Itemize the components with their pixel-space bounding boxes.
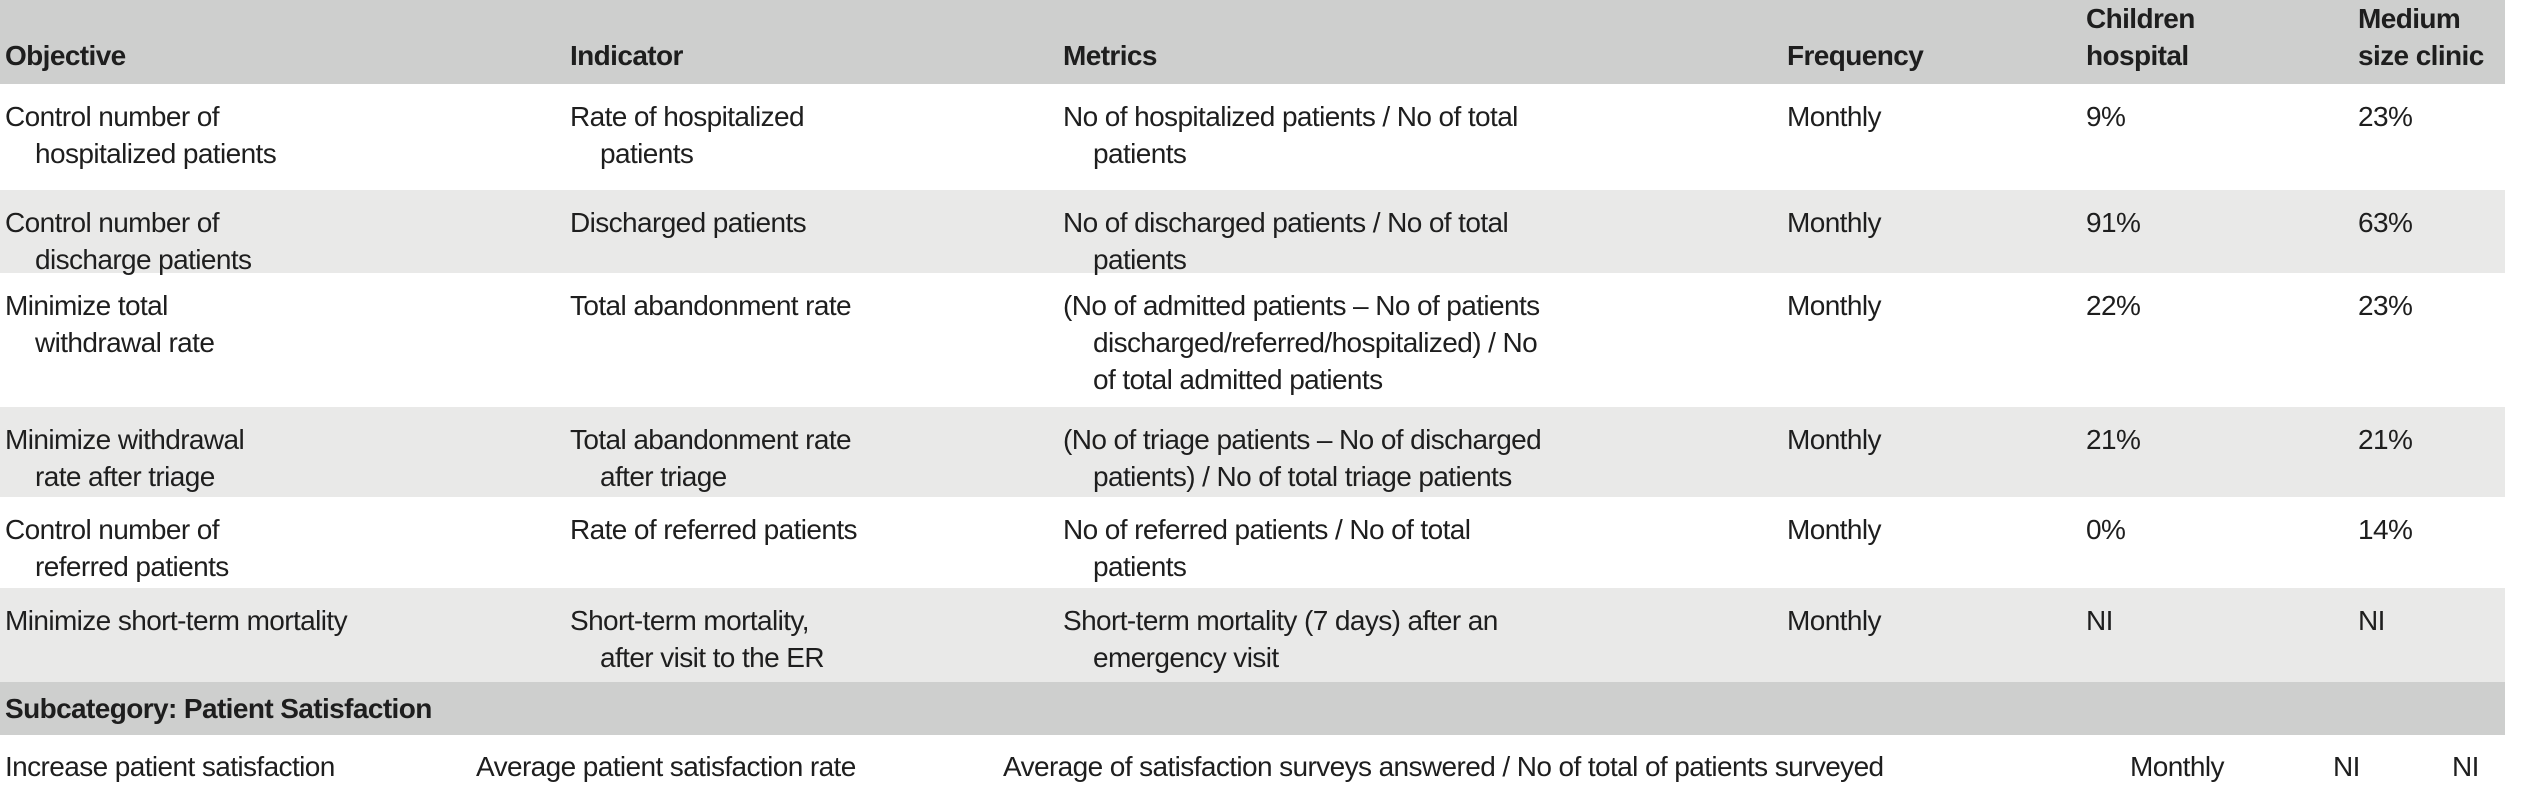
column-header-metrics: Metrics — [1063, 40, 1157, 71]
cell-children-hospital-value: 91% — [2086, 207, 2141, 238]
cell-medium-size-clinic-value: 63% — [2358, 207, 2413, 238]
cell-objective: Minimize withdrawal rate after triage — [5, 424, 245, 492]
cell-indicator: Average patient satisfaction rate — [476, 751, 856, 782]
cell-metrics: No of hospitalized patients / No of tota… — [1063, 101, 1518, 169]
cell-objective: Increase patient satisfaction — [5, 751, 335, 782]
cell-indicator: Rate of referred patients — [570, 514, 858, 545]
table-row: Minimize total withdrawal rate Total aba… — [0, 273, 2505, 407]
cell-children-hospital-value: NI — [2086, 605, 2113, 636]
column-header-frequency: Frequency — [1787, 40, 1924, 71]
cell-frequency: Monthly — [1787, 605, 1881, 636]
table-row: Control number of hospitalized patients … — [0, 84, 2505, 190]
cell-indicator: Rate of hospitalized patients — [570, 101, 805, 169]
subcategory-label: Subcategory: Patient Satisfaction — [5, 693, 432, 724]
cell-children-hospital-value: 22% — [2086, 290, 2141, 321]
cell-frequency: Monthly — [1787, 101, 1881, 132]
table-row: Minimize short-term mortality Short-term… — [0, 588, 2505, 682]
cell-children-hospital-value: 21% — [2086, 424, 2141, 455]
cell-medium-size-clinic-value: 14% — [2358, 514, 2413, 545]
cell-frequency: Monthly — [1787, 424, 1881, 455]
cell-metrics: No of discharged patients / No of total … — [1063, 207, 1509, 275]
cell-objective: Minimize short-term mortality — [5, 605, 348, 636]
cell-metrics: (No of triage patients – No of discharge… — [1063, 424, 1542, 492]
table-header-row: Objective Indicator Metrics Frequency Ch… — [0, 0, 2505, 84]
cell-frequency: Monthly — [1787, 207, 1881, 238]
cell-indicator: Total abandonment rate after triage — [570, 424, 852, 492]
column-header-indicator: Indicator — [570, 40, 683, 71]
table-row: Control number of referred patients Rate… — [0, 497, 2505, 588]
table-row: Minimize withdrawal rate after triage To… — [0, 407, 2505, 497]
cell-frequency: Monthly — [2130, 751, 2224, 782]
cell-indicator: Total abandonment rate — [570, 290, 852, 321]
cell-children-hospital-value: NI — [2333, 751, 2360, 782]
cell-medium-size-clinic-value: 21% — [2358, 424, 2413, 455]
cell-medium-size-clinic-value: 23% — [2358, 290, 2413, 321]
cell-frequency: Monthly — [1787, 290, 1881, 321]
subcategory-band: Subcategory: Patient Satisfaction — [0, 682, 2505, 735]
cell-objective: Control number of referred patients — [5, 514, 229, 582]
cell-metrics: Average of satisfaction surveys answered… — [1003, 751, 1884, 782]
cell-children-hospital-value: 9% — [2086, 101, 2126, 132]
cell-objective: Minimize total withdrawal rate — [5, 290, 215, 358]
cell-children-hospital-value: 0% — [2086, 514, 2126, 545]
cell-medium-size-clinic-value: NI — [2358, 605, 2385, 636]
cell-metrics: (No of admitted patients – No of patient… — [1063, 290, 1540, 395]
cell-metrics: Short-term mortality (7 days) after an e… — [1063, 605, 1498, 673]
table-row: Control number of discharge patients Dis… — [0, 190, 2505, 275]
column-header-children-hospital: Children hospital — [2086, 3, 2195, 71]
column-header-objective: Objective — [5, 40, 126, 71]
cell-indicator: Discharged patients — [570, 207, 807, 238]
cell-medium-size-clinic-value: NI — [2452, 751, 2479, 782]
table-row-continuation: Increase patient satisfaction Average pa… — [0, 735, 2535, 798]
cell-medium-size-clinic-value: 23% — [2358, 101, 2413, 132]
cell-objective: Control number of hospitalized patients — [5, 101, 277, 169]
cell-indicator: Short-term mortality, after visit to the… — [570, 605, 825, 673]
column-header-medium-size-clinic: Medium size clinic — [2358, 3, 2484, 71]
cell-objective: Control number of discharge patients — [5, 207, 252, 275]
cell-frequency: Monthly — [1787, 514, 1881, 545]
cell-metrics: No of referred patients / No of total pa… — [1063, 514, 1471, 582]
